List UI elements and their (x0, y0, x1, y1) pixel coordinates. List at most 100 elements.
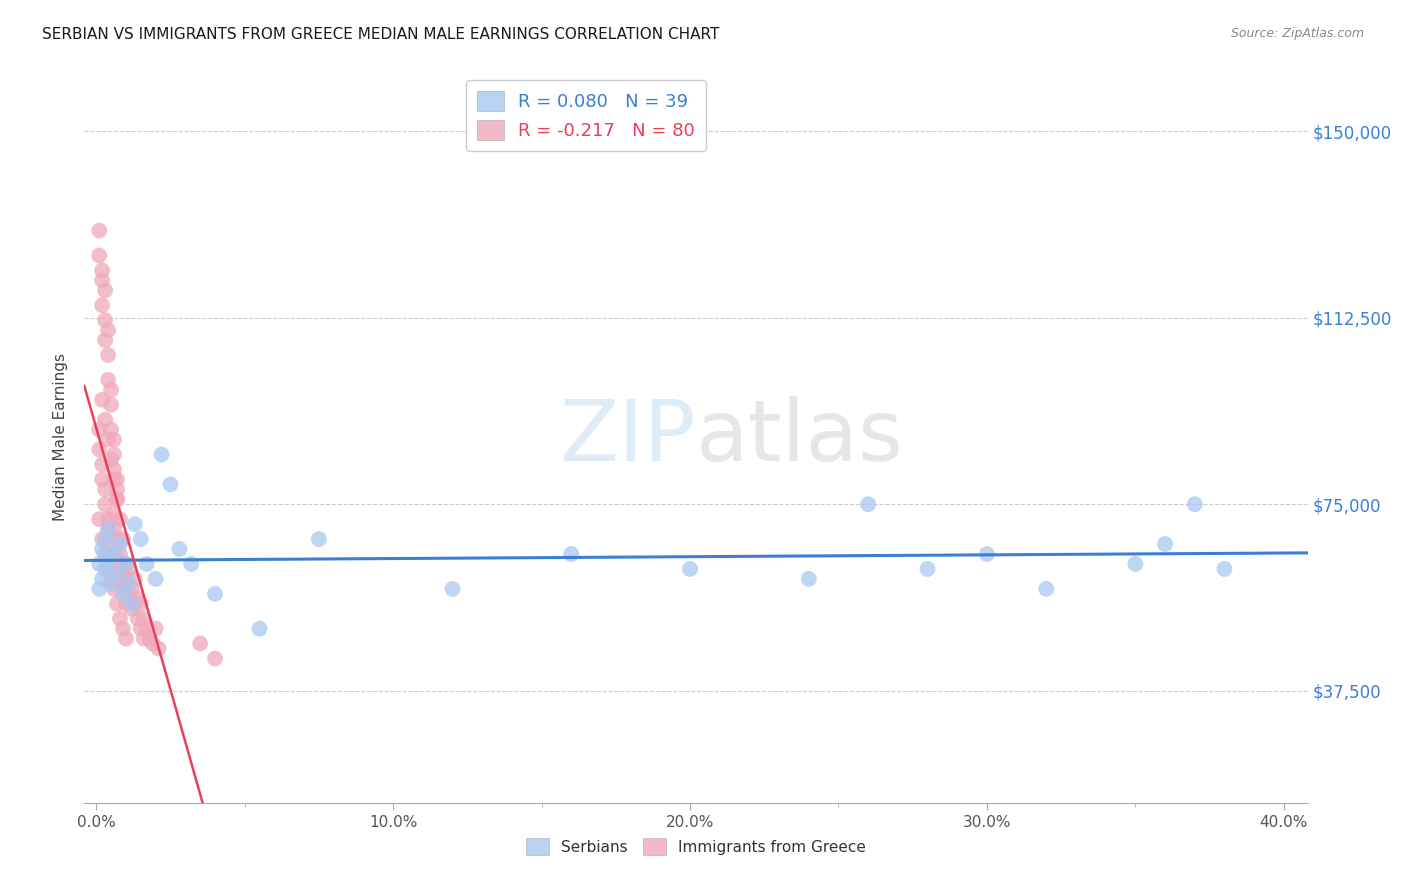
Point (105, 492, 128, 507)
Point (111, 532, 134, 546)
Point (94, 313, 117, 327)
Point (124, 597, 146, 611)
Point (100, 547, 122, 561)
Point (135, 622, 157, 636)
Point (108, 547, 131, 561)
Point (97, 433, 120, 447)
Point (111, 622, 134, 636)
Point (121, 582, 143, 596)
Point (124, 572, 146, 586)
Point (97, 522, 120, 536)
Point (94, 333, 117, 347)
Point (135, 557, 157, 571)
Point (103, 547, 125, 561)
Point (91, 542, 114, 557)
Point (145, 572, 167, 586)
Point (188, 636, 211, 650)
Point (91, 263, 114, 277)
Point (100, 383, 122, 397)
Point (91, 273, 114, 287)
Point (100, 423, 122, 437)
Point (118, 562, 141, 576)
Text: SERBIAN VS IMMIGRANTS FROM GREECE MEDIAN MALE EARNINGS CORRELATION CHART: SERBIAN VS IMMIGRANTS FROM GREECE MEDIAN… (42, 27, 720, 42)
Point (94, 532, 117, 546)
Point (111, 582, 134, 596)
Point (94, 412, 117, 426)
Point (1154, 537, 1177, 551)
Point (118, 577, 141, 591)
Text: ZIP: ZIP (560, 395, 696, 479)
Point (856, 497, 879, 511)
Point (91, 572, 114, 586)
Point (441, 582, 464, 596)
Point (132, 632, 155, 646)
Point (103, 472, 125, 486)
Point (89, 442, 111, 457)
Point (91, 458, 114, 472)
Legend: Serbians, Immigrants from Greece: Serbians, Immigrants from Greece (520, 832, 872, 861)
Point (1184, 497, 1206, 511)
Point (121, 601, 143, 615)
Point (145, 622, 167, 636)
Point (204, 587, 226, 601)
Point (103, 582, 125, 596)
Point (132, 612, 155, 626)
Point (127, 591, 149, 606)
Point (204, 651, 226, 665)
Point (129, 622, 152, 636)
Point (105, 597, 128, 611)
Point (142, 636, 165, 650)
Point (103, 448, 125, 462)
Point (100, 398, 122, 412)
Point (89, 582, 111, 596)
Point (108, 512, 131, 526)
Point (94, 547, 117, 561)
Point (138, 632, 160, 646)
Point (97, 323, 120, 337)
Text: atlas: atlas (696, 395, 904, 479)
Point (1213, 562, 1236, 576)
Point (94, 497, 117, 511)
Point (115, 632, 138, 646)
Point (124, 517, 146, 532)
Point (97, 562, 120, 576)
Point (103, 507, 125, 521)
Point (91, 472, 114, 486)
Point (105, 566, 128, 581)
Point (115, 557, 138, 571)
Y-axis label: Median Male Earnings: Median Male Earnings (53, 353, 69, 521)
Point (89, 248, 111, 262)
Point (91, 392, 114, 407)
Point (169, 542, 191, 557)
Point (100, 452, 122, 467)
Point (89, 512, 111, 526)
Point (118, 587, 141, 601)
Point (917, 562, 939, 576)
Point (103, 433, 125, 447)
Point (797, 572, 820, 586)
Point (105, 532, 128, 546)
Point (100, 572, 122, 586)
Point (97, 348, 120, 362)
Point (150, 448, 173, 462)
Point (976, 547, 998, 561)
Point (108, 612, 131, 626)
Point (129, 532, 152, 546)
Point (111, 582, 134, 596)
Point (97, 373, 120, 387)
Point (105, 552, 128, 566)
Point (100, 577, 122, 591)
Point (115, 597, 138, 611)
Point (115, 572, 138, 586)
Point (89, 423, 111, 437)
Point (180, 557, 202, 571)
Point (249, 622, 271, 636)
Point (111, 587, 134, 601)
Point (127, 612, 149, 626)
Point (108, 562, 131, 576)
Point (105, 472, 128, 486)
Point (121, 597, 143, 611)
Point (105, 492, 128, 507)
Point (115, 557, 138, 571)
Point (103, 462, 125, 476)
